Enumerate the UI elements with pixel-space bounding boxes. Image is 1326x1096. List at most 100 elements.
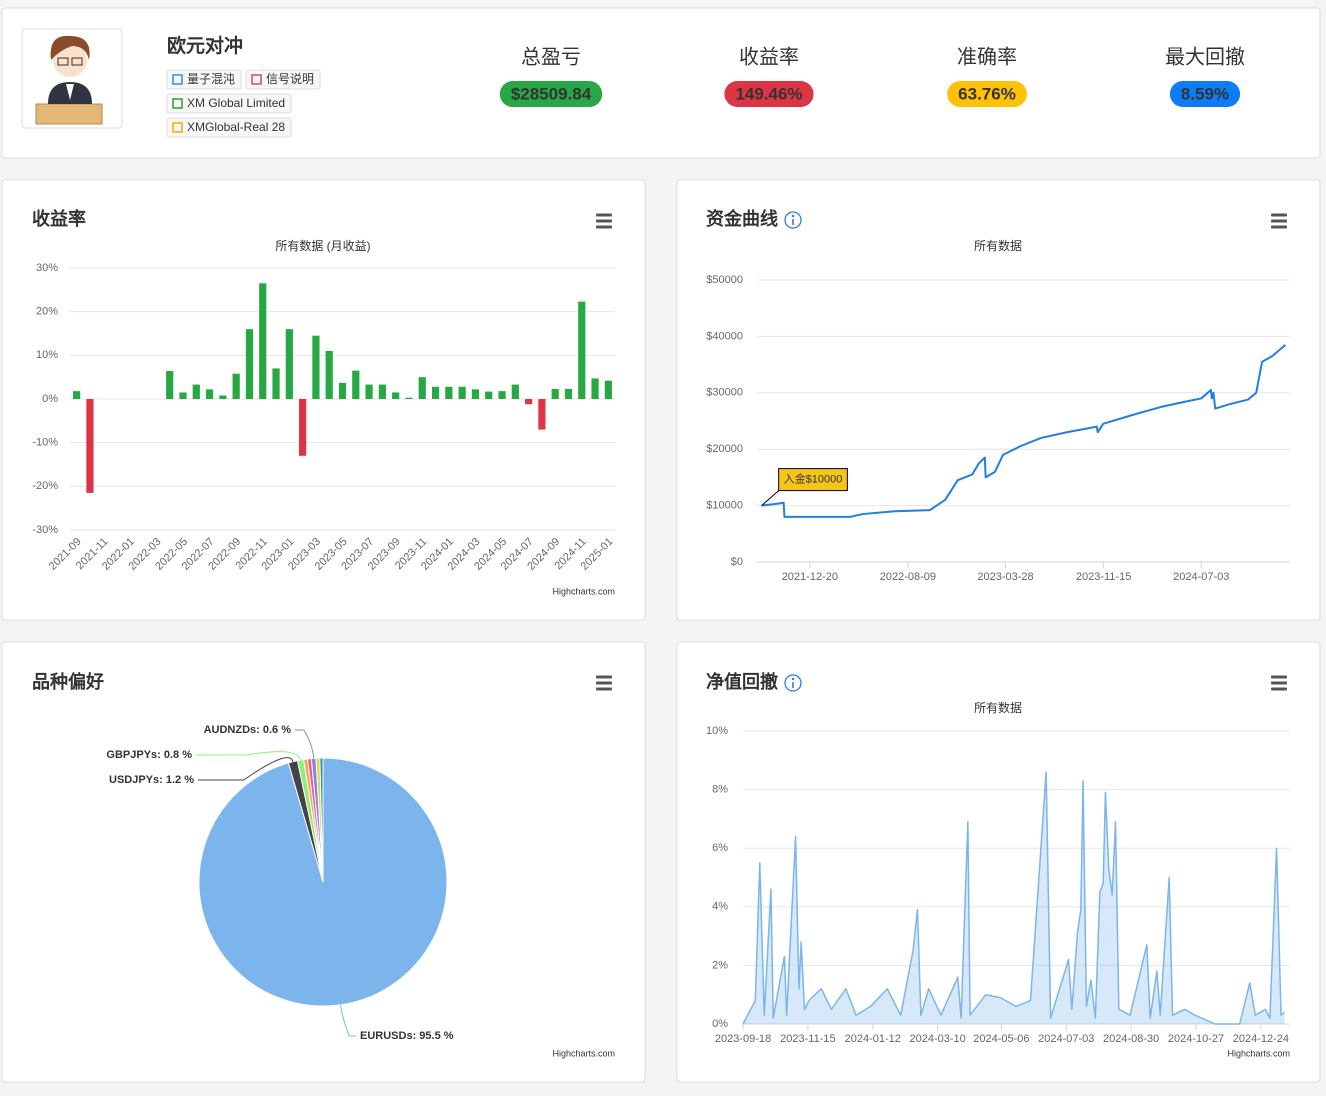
bar xyxy=(166,371,174,399)
info-dot xyxy=(791,214,795,218)
bar xyxy=(245,329,254,399)
info-circle xyxy=(784,211,802,229)
stat-label: 收益率 xyxy=(739,45,799,68)
header-card xyxy=(1,7,1321,159)
menu-bar xyxy=(596,225,612,229)
pie-connector xyxy=(196,751,302,761)
menu-bar xyxy=(596,687,612,691)
y-tick-label: -30% xyxy=(32,524,58,536)
chart-card xyxy=(676,179,1321,621)
chart-subtitle: 所有数据 xyxy=(974,238,1022,253)
tag-icon xyxy=(172,98,183,109)
y-tick-label: $40000 xyxy=(706,330,743,342)
y-tick-label: 0% xyxy=(42,393,58,405)
drawdown-area xyxy=(743,772,1285,1024)
y-tick-label: 4% xyxy=(712,901,728,913)
menu-bar xyxy=(596,213,612,217)
bar xyxy=(73,391,81,399)
chart: 品种偏好 Highcharts.com EURUSDs: 95.5 % USDJPYs… xyxy=(32,671,615,1059)
annotation-box xyxy=(778,468,848,492)
bar xyxy=(338,382,347,399)
bar xyxy=(418,377,426,399)
pie-connector xyxy=(198,757,294,781)
bar xyxy=(205,389,214,399)
credits: Highcharts.com xyxy=(552,586,615,596)
bar xyxy=(405,397,413,399)
tag-box xyxy=(245,69,321,90)
y-tick-label: $30000 xyxy=(706,387,743,399)
pie-connector xyxy=(339,1004,356,1037)
menu-bar xyxy=(1271,687,1287,691)
tag-icon xyxy=(172,74,183,85)
info-icon[interactable] xyxy=(784,211,802,229)
x-tick-label: 2022-08-09 xyxy=(880,571,936,583)
avatar xyxy=(21,28,123,129)
bar xyxy=(458,386,466,399)
annotation-label: 入金$10000 xyxy=(784,472,843,486)
x-tick-label: 2024-10-27 xyxy=(1168,1033,1224,1045)
y-tick-label: $20000 xyxy=(706,443,743,455)
bar xyxy=(551,388,559,399)
drawdown-line xyxy=(742,771,1285,1025)
info-icon[interactable] xyxy=(784,674,802,692)
menu-button[interactable] xyxy=(596,675,612,691)
y-tick-label: $50000 xyxy=(706,274,743,286)
x-tick-label: 2023-09-18 xyxy=(715,1033,771,1045)
menu-bar xyxy=(596,219,612,223)
y-tick-label: -10% xyxy=(32,437,58,449)
bar xyxy=(219,395,227,399)
chart-title: 收益率 xyxy=(32,208,86,229)
bar xyxy=(86,399,94,493)
bar xyxy=(259,283,267,399)
y-tick-label: 0% xyxy=(712,1018,728,1030)
bar xyxy=(312,335,320,399)
stat-label: 准确率 xyxy=(957,45,1017,68)
tag: XMGlobal-Real 28 xyxy=(187,120,285,134)
tag: 信号说明 xyxy=(266,71,314,86)
menu-bar xyxy=(596,675,612,679)
chart-subtitle: 所有数据 (月收益) xyxy=(275,238,370,253)
bar xyxy=(325,350,333,399)
bar xyxy=(524,399,533,405)
pie-connector xyxy=(295,729,315,759)
bar xyxy=(578,301,586,399)
credits: Highcharts.com xyxy=(1227,1048,1290,1058)
menu-button[interactable] xyxy=(596,213,612,229)
bar xyxy=(365,384,373,399)
info-dot xyxy=(791,677,795,681)
menu-button[interactable] xyxy=(1271,675,1287,691)
bar xyxy=(538,399,546,430)
chart-card xyxy=(676,641,1321,1083)
menu-bar xyxy=(1271,219,1287,223)
y-tick-label: $10000 xyxy=(706,500,743,512)
menu-button[interactable] xyxy=(1271,213,1287,229)
pie-slice xyxy=(319,757,324,883)
stat-badge xyxy=(947,81,1027,107)
pie-label: AUDNZDs: 0.6 % xyxy=(204,724,292,736)
chart-card xyxy=(1,179,646,621)
pie-label: EURUSDs: 95.5 % xyxy=(360,1030,454,1042)
y-tick-label: 20% xyxy=(36,306,58,318)
y-tick-label: 30% xyxy=(36,262,58,274)
stat-badge xyxy=(724,81,814,107)
bar xyxy=(272,368,280,399)
bar xyxy=(445,386,453,399)
y-tick-label: -20% xyxy=(32,480,58,492)
menu-bar xyxy=(1271,675,1287,679)
y-tick-label: 8% xyxy=(712,784,728,796)
signal-name: 欧元对冲 xyxy=(167,34,243,57)
bar xyxy=(591,378,599,399)
chart-title: 资金曲线 xyxy=(706,208,778,229)
x-tick-label: 2024-07-03 xyxy=(1173,571,1229,583)
tag: 量子混沌 xyxy=(187,72,235,86)
tag-box xyxy=(166,117,292,138)
y-tick-label: 6% xyxy=(712,842,728,854)
x-tick-label: 2023-03-28 xyxy=(977,571,1033,583)
x-tick-label: 2021-12-20 xyxy=(782,571,838,583)
y-tick-label: $0 xyxy=(731,556,743,568)
pie-label: GBPJPYs: 0.8 % xyxy=(106,749,192,761)
y-tick-label: 10% xyxy=(36,349,58,361)
menu-bar xyxy=(596,681,612,685)
